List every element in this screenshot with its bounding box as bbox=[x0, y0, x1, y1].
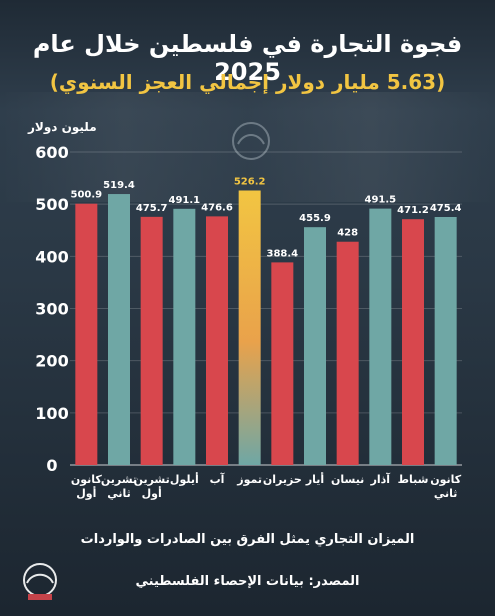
watermark-logo-icon bbox=[232, 122, 270, 160]
bar-value-label: 500.9 bbox=[71, 190, 103, 201]
x-tick-label: تشرين أول bbox=[134, 473, 170, 500]
chart-subtitle: (5.63 مليار دولار إجمالي العجز السنوي) bbox=[49, 70, 446, 94]
bar-value-label: 475.7 bbox=[136, 203, 168, 214]
y-tick-label: 600 bbox=[35, 143, 68, 162]
background-image-trucks bbox=[0, 92, 495, 202]
bar-2 bbox=[369, 208, 392, 465]
y-tick-label: 0 bbox=[46, 456, 57, 475]
bar-11 bbox=[75, 203, 98, 465]
y-tick-label: 400 bbox=[35, 247, 68, 266]
bar-value-label: 491.5 bbox=[365, 195, 397, 206]
x-tick-label: حزيران bbox=[263, 473, 302, 486]
chart-note: الميزان التجاري يمثل الفرق بين الصادرات … bbox=[80, 532, 415, 547]
bar-3 bbox=[336, 241, 359, 465]
bar-value-label: 428 bbox=[337, 228, 358, 239]
bar-6 bbox=[238, 190, 261, 465]
bar-0 bbox=[434, 216, 457, 465]
chart-title: فجوة التجارة في فلسطين خلال عام 2025 bbox=[32, 30, 463, 86]
bar-9 bbox=[140, 216, 163, 465]
bar-8 bbox=[173, 208, 196, 465]
bar-5 bbox=[271, 262, 294, 465]
bar-value-label: 455.9 bbox=[299, 213, 331, 224]
y-tick-label: 100 bbox=[35, 404, 68, 423]
bar-value-label: 491.1 bbox=[169, 195, 201, 206]
y-tick-label: 500 bbox=[35, 195, 68, 214]
x-tick-label: شباط bbox=[398, 473, 429, 486]
bar-value-label: 471.2 bbox=[397, 205, 429, 216]
bar-1 bbox=[402, 219, 424, 465]
x-tick-label: كانون أول bbox=[71, 473, 103, 500]
bar-value-label: 475.4 bbox=[430, 203, 462, 214]
x-tick-label: كانون ثاني bbox=[430, 473, 462, 500]
x-tick-label: آب bbox=[210, 472, 225, 486]
y-axis-unit-label: مليون دولار bbox=[28, 120, 97, 134]
bar-value-label: 476.6 bbox=[201, 202, 233, 213]
bar-4 bbox=[304, 227, 326, 465]
y-tick-label: 200 bbox=[35, 352, 68, 371]
bar-value-label: 519.4 bbox=[103, 180, 135, 191]
x-tick-label: تشرين ثاني bbox=[101, 473, 137, 500]
bar-value-label: 388.4 bbox=[267, 248, 299, 259]
bar-value-label: 526.2 bbox=[234, 176, 266, 187]
y-tick-label: 300 bbox=[35, 300, 68, 319]
bar-10 bbox=[108, 194, 130, 465]
brand-logo-icon bbox=[23, 563, 57, 600]
x-tick-label: أيلول bbox=[170, 472, 199, 486]
x-tick-label: تموز bbox=[236, 473, 262, 486]
x-tick-label: أيار bbox=[305, 472, 324, 486]
bar-7 bbox=[206, 216, 228, 465]
x-tick-label: نيسان bbox=[331, 473, 364, 486]
source-text: المصدر: بيانات الإحصاء الفلسطيني bbox=[135, 574, 360, 589]
x-tick-label: آذار bbox=[370, 472, 391, 486]
